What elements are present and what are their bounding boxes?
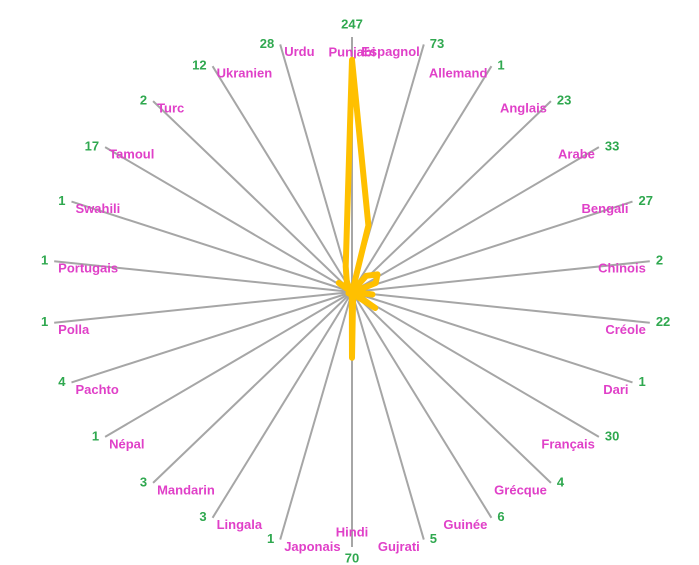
spoke <box>54 260 353 293</box>
category-label: Polla <box>58 322 90 337</box>
value-label: 247 <box>341 16 363 31</box>
spoke <box>152 100 353 293</box>
spoke <box>351 291 552 484</box>
category-label: Dari <box>603 382 628 397</box>
spoke <box>211 291 353 519</box>
value-label: 4 <box>58 374 66 389</box>
value-label: 1 <box>497 58 504 73</box>
value-label: 17 <box>85 139 99 154</box>
value-label: 4 <box>557 474 565 489</box>
value-label: 2 <box>140 93 147 108</box>
value-label: 3 <box>140 474 147 489</box>
category-label: Swahili <box>75 201 120 216</box>
spoke <box>211 65 353 293</box>
value-label: 12 <box>192 58 206 73</box>
category-label: Tamoul <box>109 147 154 162</box>
spoke <box>351 260 650 293</box>
spoke <box>104 291 353 438</box>
spoke <box>279 291 353 540</box>
category-label: Bengali <box>582 201 629 216</box>
category-label: Hindi <box>336 524 369 539</box>
spoke <box>351 65 493 293</box>
category-label: Punjabi <box>329 44 376 59</box>
value-label: 27 <box>639 193 653 208</box>
spoke <box>351 291 633 384</box>
value-label: 6 <box>497 509 504 524</box>
spoke <box>351 291 425 540</box>
value-label: 1 <box>267 531 274 546</box>
category-label: Lingala <box>217 517 263 532</box>
category-label: Népal <box>109 436 144 451</box>
category-label: Chinois <box>598 261 646 276</box>
value-label: 73 <box>430 36 444 51</box>
spoke <box>71 291 353 384</box>
category-label: Créole <box>605 322 645 337</box>
category-label: Mandarin <box>157 482 215 497</box>
spoke <box>54 291 353 324</box>
spoke <box>351 291 493 519</box>
spoke <box>351 291 650 324</box>
spoke <box>351 146 600 293</box>
category-label: Anglais <box>500 101 547 116</box>
value-label: 1 <box>639 374 646 389</box>
category-label: Grécque <box>494 482 547 497</box>
category-label: Pachto <box>75 382 118 397</box>
category-label: Arabe <box>558 147 595 162</box>
value-label: 5 <box>430 531 437 546</box>
spoke <box>351 100 552 293</box>
category-label: Portugais <box>58 261 118 276</box>
spoke <box>279 44 353 293</box>
category-label: Espagnol <box>361 44 420 59</box>
value-label: 2 <box>656 253 663 268</box>
spoke <box>351 200 633 293</box>
spoke <box>351 291 600 438</box>
value-label: 22 <box>656 314 670 329</box>
value-label: 70 <box>345 550 359 565</box>
value-label: 33 <box>605 139 619 154</box>
spoke <box>152 291 353 484</box>
spoke <box>104 146 353 293</box>
category-label: Turc <box>157 101 184 116</box>
category-label: Guinée <box>443 517 487 532</box>
value-label: 23 <box>557 93 571 108</box>
category-label: Ukranien <box>217 66 273 81</box>
radar-line <box>335 56 381 361</box>
value-label: 1 <box>41 253 48 268</box>
spoke <box>71 200 353 293</box>
value-label: 3 <box>199 509 206 524</box>
category-label: Japonais <box>284 539 340 554</box>
value-label: 28 <box>260 36 274 51</box>
category-label: Allemand <box>429 66 488 81</box>
category-label: Français <box>541 436 594 451</box>
value-label: 1 <box>92 428 99 443</box>
category-label: Gujrati <box>378 539 420 554</box>
value-label: 1 <box>58 193 65 208</box>
category-label: Urdu <box>284 44 314 59</box>
value-label: 1 <box>41 314 48 329</box>
value-label: 30 <box>605 428 619 443</box>
